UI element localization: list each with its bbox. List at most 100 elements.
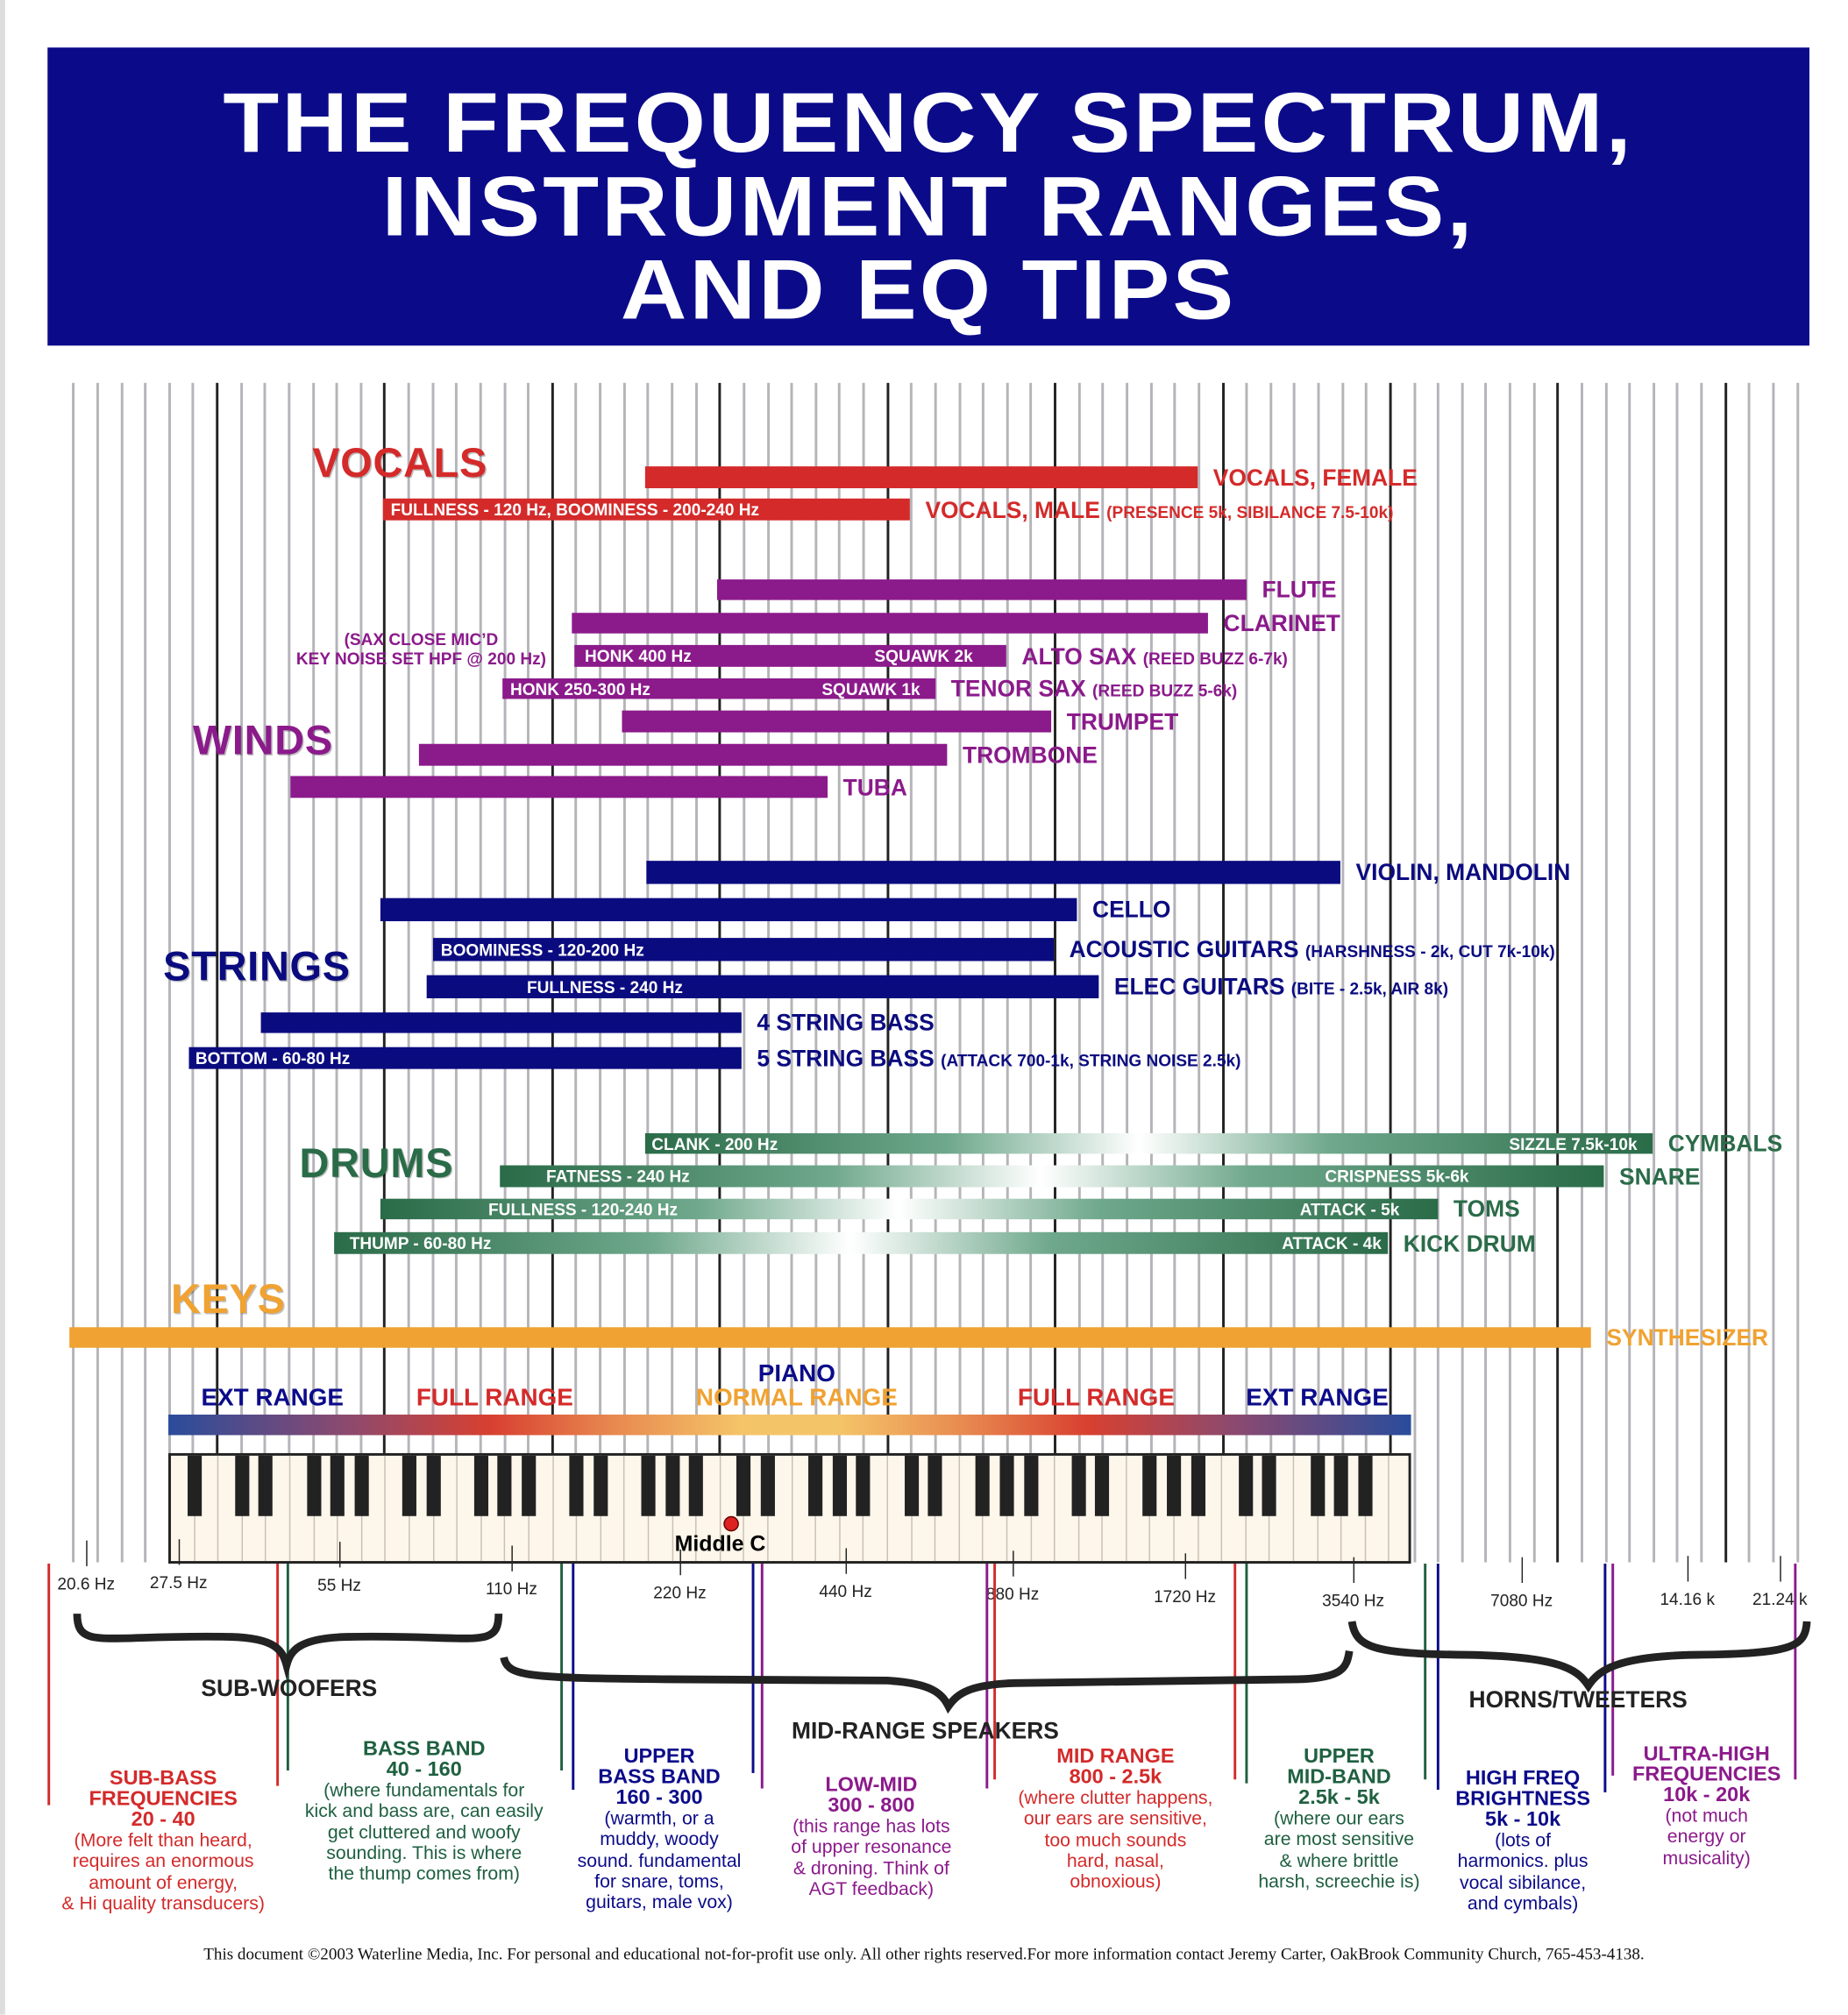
eq-band-description: (More felt than heard, requires an enorm… bbox=[61, 1830, 265, 1915]
instrument-label: FLUTE bbox=[1262, 577, 1337, 602]
gridline bbox=[1604, 382, 1608, 1563]
gridline bbox=[1269, 382, 1272, 1563]
instrument-name: 5 STRING BASS bbox=[757, 1045, 935, 1071]
white-key-divider bbox=[456, 1455, 458, 1562]
middle-c-marker bbox=[723, 1515, 739, 1532]
black-key bbox=[928, 1455, 942, 1516]
bar-note-low: THUMP - 60-80 Hz bbox=[349, 1233, 492, 1253]
white-key-divider bbox=[719, 1455, 721, 1562]
bar-vocals-male: FULLNESS - 120 Hz, BOOMINESS - 200-240 H… bbox=[382, 498, 910, 521]
black-key bbox=[1071, 1455, 1086, 1516]
instrument-eq-tip: (REED BUZZ 5-6k) bbox=[1092, 680, 1238, 700]
band-divider-line bbox=[276, 1564, 280, 1786]
gridline bbox=[144, 382, 147, 1563]
gridline bbox=[574, 382, 578, 1563]
white-key-divider bbox=[791, 1455, 793, 1562]
white-key-divider bbox=[1125, 1455, 1127, 1562]
instrument-label: CYMBALS bbox=[1668, 1131, 1782, 1156]
bar-violin-mandolin bbox=[646, 861, 1340, 884]
tick-mark bbox=[338, 1542, 341, 1568]
black-key bbox=[1262, 1455, 1277, 1516]
instrument-label: TENOR SAX (REED BUZZ 5-6k) bbox=[951, 676, 1237, 704]
section-keys: KEYS bbox=[170, 1275, 286, 1323]
black-key bbox=[234, 1455, 250, 1516]
horns-tweeters-brace bbox=[1347, 1621, 1811, 1693]
instrument-name: 4 STRING BASS bbox=[757, 1010, 935, 1036]
gridline bbox=[1700, 382, 1703, 1563]
gridline bbox=[622, 382, 626, 1563]
eq-band-description: (lots of harmonics. plus vocal sibilance… bbox=[1457, 1830, 1589, 1915]
band-divider-line bbox=[1424, 1564, 1427, 1780]
gridline bbox=[743, 382, 746, 1563]
instrument-eq-tip: (REED BUZZ 6-7k) bbox=[1142, 648, 1288, 668]
copyright-footer: This document ©2003 Waterline Media, Inc… bbox=[203, 1943, 1645, 1963]
black-key bbox=[593, 1455, 608, 1516]
instrument-name: CYMBALS bbox=[1667, 1130, 1783, 1157]
band-divider-line bbox=[751, 1564, 755, 1773]
black-key bbox=[259, 1455, 274, 1516]
bar-tenor-sax: HONK 250-300 Hz SQUAWK 1k bbox=[502, 678, 936, 699]
bar-note-low: FULLNESS - 120 Hz, BOOMINESS - 200-240 H… bbox=[390, 500, 760, 520]
title-line-2: INSTRUMENT RANGES, bbox=[381, 158, 1475, 253]
bar-acoustic-guitars: BOOMINESS - 120-200 Hz bbox=[433, 938, 1055, 961]
instrument-label: TOMS bbox=[1454, 1196, 1520, 1222]
instrument-name: FLUTE bbox=[1262, 577, 1337, 603]
gridline bbox=[1508, 382, 1511, 1563]
black-key bbox=[904, 1455, 919, 1516]
eq-band: ULTRA-HIGH FREQUENCIES 10k - 20k (not muc… bbox=[1578, 1743, 1835, 1870]
black-key bbox=[1333, 1455, 1349, 1516]
black-key bbox=[1191, 1455, 1205, 1516]
instrument-name: CLARINET bbox=[1223, 610, 1340, 636]
black-key bbox=[641, 1455, 656, 1516]
bar-4-string-bass bbox=[260, 1012, 742, 1033]
piano-title: PIANO bbox=[757, 1360, 835, 1388]
instrument-label: TUBA bbox=[843, 774, 907, 799]
bar-note-high: ATTACK - 5k bbox=[1299, 1199, 1400, 1219]
eq-band-description: (warmth, or a muddy, woody sound. fundam… bbox=[577, 1808, 742, 1913]
band-divider-line bbox=[985, 1564, 989, 1789]
gridline bbox=[1006, 382, 1009, 1563]
band-divider-line bbox=[1245, 1564, 1248, 1784]
gridline bbox=[527, 382, 530, 1563]
octave-gridline bbox=[1556, 382, 1560, 1563]
gridline bbox=[1101, 382, 1105, 1563]
bar-elec-guitars: FULLNESS - 240 Hz bbox=[426, 975, 1099, 999]
octave-gridline bbox=[551, 382, 554, 1563]
gridline bbox=[1412, 382, 1416, 1563]
gridline bbox=[982, 382, 985, 1563]
instrument-name: TROMBONE bbox=[962, 741, 1098, 768]
piano-ext-range-right: EXT RANGE bbox=[1246, 1385, 1389, 1413]
gridline bbox=[72, 382, 75, 1563]
instrument-name: VOCALS, MALE bbox=[925, 496, 1100, 522]
gridline bbox=[191, 382, 195, 1563]
black-key bbox=[808, 1455, 823, 1516]
eq-band-title: UPPER BASS BAND 160 - 300 bbox=[598, 1746, 721, 1809]
bar-clarinet bbox=[572, 613, 1208, 634]
gridline bbox=[1628, 382, 1631, 1563]
eq-band-title: ULTRA-HIGH FREQUENCIES 10k - 20k bbox=[1631, 1743, 1781, 1807]
band-divider-line bbox=[993, 1564, 997, 1780]
octave-gridline bbox=[885, 382, 889, 1563]
black-key bbox=[1310, 1455, 1325, 1516]
section-vocals: VOCALS bbox=[312, 439, 488, 486]
instrument-label: TROMBONE bbox=[963, 742, 1098, 768]
frequency-tick-label: 110 Hz bbox=[485, 1579, 537, 1599]
bar-trombone bbox=[418, 743, 948, 766]
black-key bbox=[1238, 1455, 1253, 1516]
piano-range-gradient-bar bbox=[168, 1414, 1411, 1436]
eq-band-title: HIGH FREQ BRIGHTNESS 5k - 10k bbox=[1455, 1768, 1590, 1831]
eq-band-description: (where our ears are most sensitive & whe… bbox=[1258, 1808, 1420, 1893]
instrument-label: ELEC GUITARS (BITE - 2.5k, AIR 8k) bbox=[1114, 974, 1448, 1002]
frequency-tick-label: 220 Hz bbox=[653, 1582, 707, 1602]
bar-note-high: CRISPNESS 5k-6k bbox=[1325, 1167, 1469, 1187]
eq-band-title: LOW-MID 300 - 800 bbox=[825, 1774, 918, 1817]
frequency-tick-label: 880 Hz bbox=[985, 1584, 1040, 1604]
gridline bbox=[1029, 382, 1033, 1563]
gridline bbox=[311, 382, 315, 1563]
sax-note-line-2: KEY NOISE SET HPF @ 200 Hz) bbox=[295, 649, 547, 669]
instrument-label: VOCALS, MALE (PRESENCE 5k, SIBILANCE 7.5… bbox=[925, 497, 1393, 525]
bar-note-low: BOTTOM - 60-80 Hz bbox=[195, 1048, 351, 1068]
black-key bbox=[354, 1455, 369, 1516]
black-key bbox=[976, 1455, 991, 1516]
bar-tuba bbox=[290, 776, 828, 798]
